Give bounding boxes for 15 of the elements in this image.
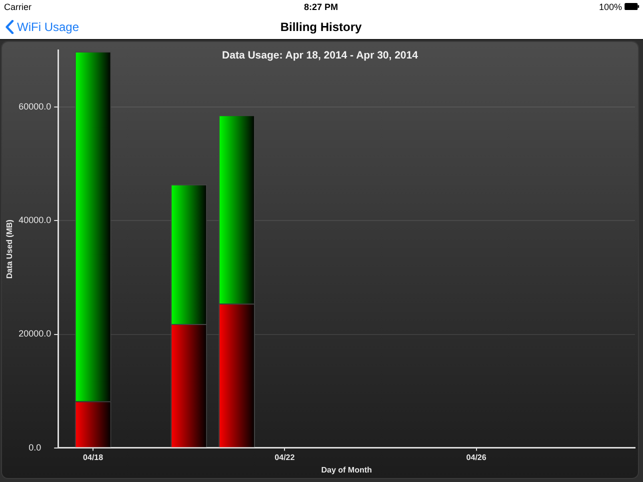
text: 100% bbox=[598, 1, 622, 14]
x-tick-label: 04/18 bbox=[83, 452, 104, 462]
y-tick-label: 0.0 bbox=[28, 442, 42, 452]
y-tick-label: 40000.0 bbox=[18, 215, 52, 226]
y-tick-label: 20000.0 bbox=[18, 328, 52, 339]
x-axis-title: Day of Month bbox=[321, 465, 372, 474]
y-axis-title: Data Used (MB) bbox=[5, 219, 14, 279]
text: WiFi Usage bbox=[17, 19, 80, 36]
x-tick-label: 04/22 bbox=[274, 452, 296, 462]
text: Carrier bbox=[4, 1, 32, 14]
text: Billing History bbox=[279, 19, 363, 36]
text: 8:27 PM bbox=[302, 1, 339, 14]
x-tick-label: 04/26 bbox=[466, 452, 487, 462]
y-tick-label: 60000.0 bbox=[18, 102, 52, 112]
chart-title: Data Usage: Apr 18, 2014 - Apr 30, 2014 bbox=[222, 49, 418, 62]
